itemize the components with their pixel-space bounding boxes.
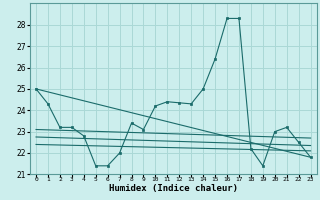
- X-axis label: Humidex (Indice chaleur): Humidex (Indice chaleur): [109, 184, 238, 193]
